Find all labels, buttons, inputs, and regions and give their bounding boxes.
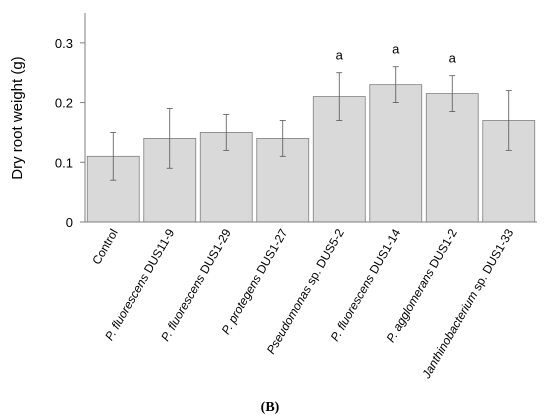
panel-label: (B)	[261, 400, 280, 415]
category-label-text: Control	[89, 227, 120, 268]
significance-label: a	[392, 42, 400, 57]
category-label-text: DUS1-2	[425, 226, 460, 273]
category-label-italic: P. fluorescens	[158, 272, 207, 344]
category-label-text: DUS11-9	[139, 226, 177, 278]
category-label: Control	[89, 227, 120, 268]
category-label-text: DUS1-27	[252, 226, 291, 279]
bar	[425, 93, 479, 223]
category-label-text: DUS1-14	[365, 226, 404, 279]
category-label-text: sp. DUS1-33	[468, 226, 516, 296]
category-label-italic: P. protegens	[219, 272, 264, 337]
significance-label: a	[449, 51, 457, 66]
category-label-italic: P. fluorescens	[102, 271, 151, 343]
significance-labels-group: a aa	[336, 42, 457, 66]
y-tick-label: 0.1	[55, 155, 73, 170]
category-label-italic: P. agglomerans	[383, 266, 436, 344]
error-bars-group	[110, 66, 512, 181]
bars-group	[86, 84, 536, 223]
category-label-italic: Pseudomonas	[264, 283, 314, 356]
category-label-text: sp. DUS5-2	[302, 226, 347, 290]
category-label-text: DUS1-29	[195, 226, 234, 279]
y-axis-ticks: 0 0.1 0.2 0.3	[55, 36, 85, 230]
category-label-italic: Janthinobacterium	[419, 289, 481, 382]
y-tick-label: 0.3	[55, 36, 73, 51]
y-tick-label: 0	[66, 215, 73, 230]
y-tick-label: 0.2	[55, 96, 73, 111]
significance-label: a	[336, 48, 344, 63]
y-axis-title: Dry root weight (g)	[9, 56, 26, 179]
axes-group	[84, 13, 537, 223]
bar	[369, 84, 423, 223]
y-axis-title-group: Dry root weight (g)	[9, 56, 26, 179]
category-label-italic: P. fluorescens	[328, 272, 377, 344]
